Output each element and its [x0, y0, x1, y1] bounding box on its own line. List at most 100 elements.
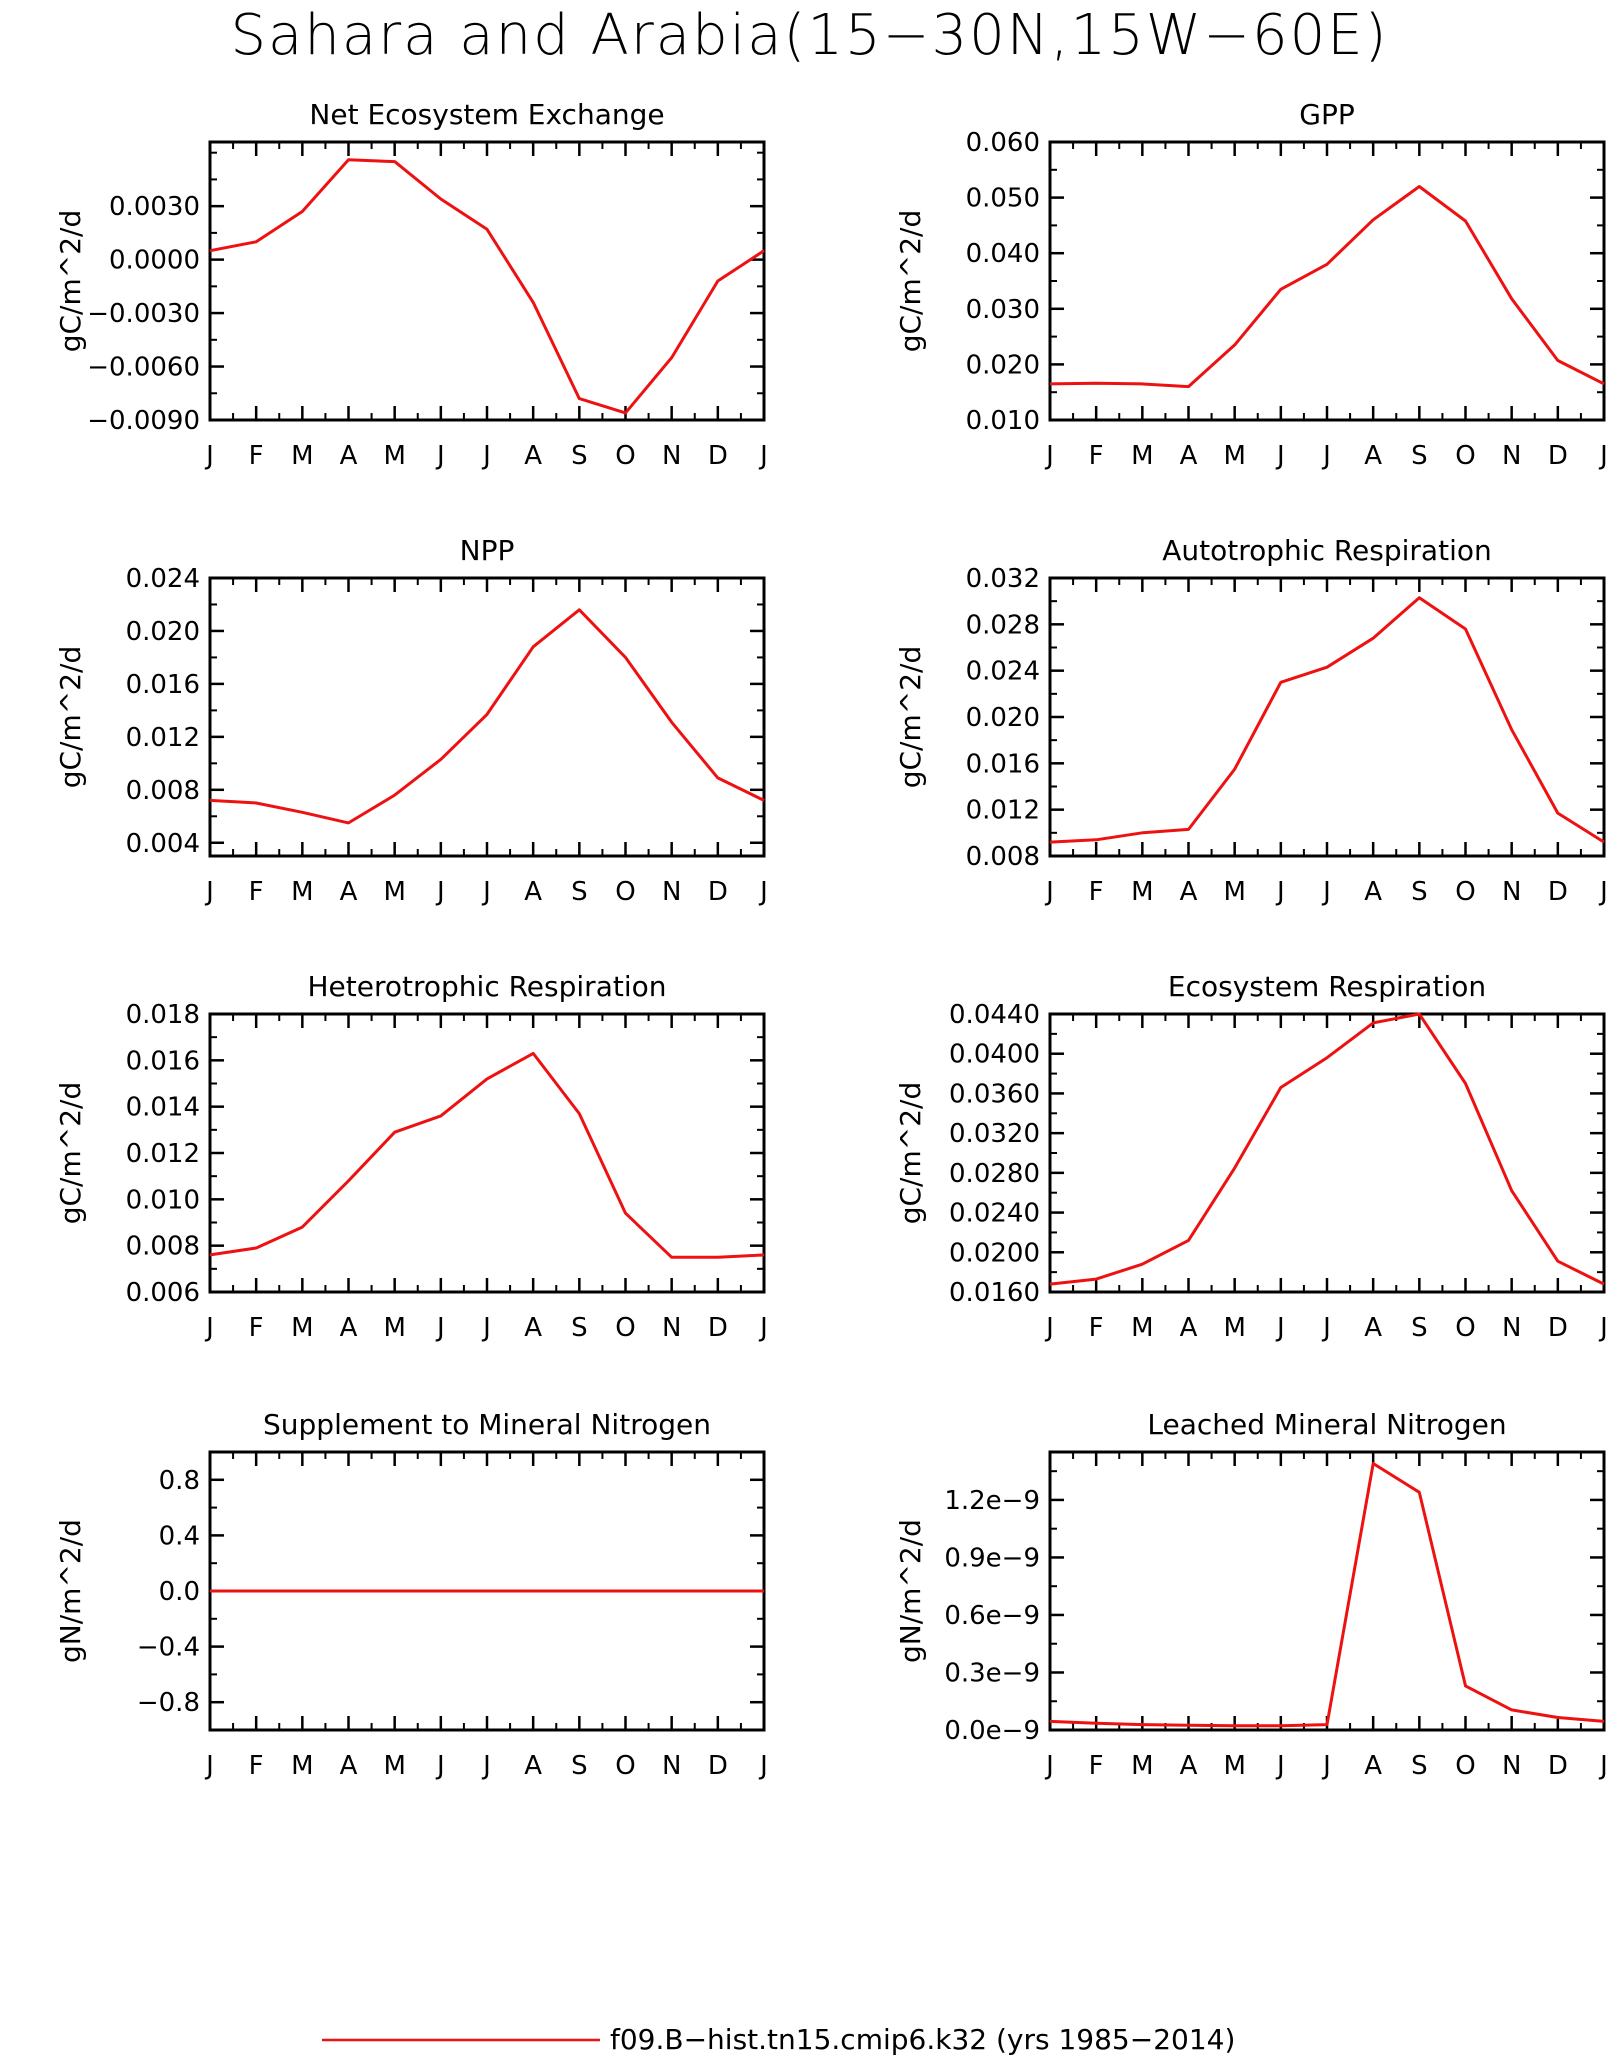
x-tick-label: N — [662, 1751, 681, 1781]
plot-frame — [208, 1012, 766, 1294]
x-tick-label: J — [435, 1313, 445, 1343]
plot-frame — [208, 140, 766, 422]
x-tick-label: N — [1502, 1751, 1521, 1781]
y-axis-label: gN/m^2/d — [894, 1519, 927, 1663]
y-axis-label: gC/m^2/d — [54, 1082, 87, 1225]
x-tick-label: A — [1180, 1313, 1198, 1343]
x-tick-label: J — [204, 877, 214, 907]
x-tick-label: J — [1275, 1313, 1285, 1343]
x-tick-label: J — [1321, 1313, 1331, 1343]
x-tick-label: D — [1548, 1313, 1568, 1343]
y-tick-label: 0.012 — [126, 1139, 200, 1169]
y-tick-label: 0.0030 — [109, 192, 200, 222]
x-tick-label: J — [435, 1751, 445, 1781]
series-line — [209, 1051, 765, 1259]
y-tick-label: 0.008 — [126, 776, 200, 806]
y-tick-label: 0.6e−9 — [944, 1601, 1040, 1631]
y-tick-label: 0.040 — [966, 239, 1040, 269]
y-tick-label: 0.0280 — [949, 1159, 1040, 1189]
y-tick-label: 0.010 — [126, 1185, 200, 1215]
x-tick-label: J — [1275, 1751, 1285, 1781]
y-tick-label: 0.012 — [966, 796, 1040, 826]
y-tick-label: 0.3e−9 — [944, 1658, 1040, 1688]
x-tick-label: F — [1089, 1313, 1104, 1343]
x-tick-label: J — [758, 1751, 768, 1781]
x-tick-label: S — [1411, 1751, 1428, 1781]
series-line — [209, 158, 765, 415]
chart-panels: J F M A M J J A S O N D J−0.0090−0.0060−0.00300.0000… — [54, 98, 1608, 1781]
x-tick-label: D — [708, 1751, 728, 1781]
x-tick-label: J — [1275, 877, 1285, 907]
x-tick-label: A — [1364, 441, 1382, 471]
y-tick-label: 0.012 — [126, 723, 200, 753]
x-tick-label: D — [1548, 877, 1568, 907]
y-tick-label: 0.9e−9 — [944, 1543, 1040, 1573]
y-tick-label: 0.024 — [966, 657, 1040, 687]
y-tick-label: −0.0090 — [87, 406, 200, 436]
chart-title: Net Ecosystem Exchange — [309, 98, 664, 131]
x-tick-label: M — [1131, 877, 1153, 907]
y-tick-label: 0.014 — [126, 1093, 200, 1123]
y-tick-label: −0.0060 — [87, 353, 200, 383]
y-tick-label: 0.028 — [966, 610, 1040, 640]
x-tick-label: A — [1364, 1313, 1382, 1343]
x-tick-label: J — [435, 441, 445, 471]
x-tick-label: D — [1548, 1751, 1568, 1781]
y-tick-label: 0.0240 — [949, 1199, 1040, 1229]
plot-frame — [1048, 140, 1606, 422]
y-tick-label: 0.4 — [159, 1521, 200, 1551]
y-tick-label: 0.0000 — [109, 246, 200, 276]
x-tick-label: S — [1411, 1313, 1428, 1343]
x-tick-label: A — [1180, 1751, 1198, 1781]
x-tick-label: M — [383, 441, 405, 471]
y-tick-label: −0.0030 — [87, 299, 200, 329]
x-tick-label: A — [524, 441, 542, 471]
chart-title: NPP — [460, 534, 515, 567]
chart-panel: J F M A M J J A S O N D J−0.8−0.40.00.40.8Supplement… — [54, 1408, 768, 1781]
x-tick-label: F — [1089, 877, 1104, 907]
chart-panel: J F M A M J J A S O N D J0.0040.0080.0120.0160.0200.… — [54, 534, 768, 907]
x-tick-label: M — [383, 877, 405, 907]
y-tick-label: 0.0360 — [949, 1079, 1040, 1109]
chart-panel: J F M A M J J A S O N D J0.01600.02000.02400.02800.0… — [894, 970, 1608, 1343]
x-tick-label: A — [524, 1313, 542, 1343]
x-tick-label: S — [571, 1751, 588, 1781]
x-tick-label: S — [571, 441, 588, 471]
x-tick-label: D — [1548, 441, 1568, 471]
chart-panel: J F M A M J J A S O N D J0.0e−90.3e−90.6e−90.9e−91.2… — [894, 1408, 1608, 1781]
x-tick-label: J — [758, 1313, 768, 1343]
x-tick-label: A — [1364, 877, 1382, 907]
x-tick-label: O — [615, 1751, 635, 1781]
x-tick-label: M — [383, 1313, 405, 1343]
chart-title: GPP — [1299, 98, 1354, 131]
x-tick-label: J — [204, 441, 214, 471]
x-tick-label: M — [1131, 441, 1153, 471]
x-tick-label: J — [481, 877, 491, 907]
x-tick-label: A — [1364, 1751, 1382, 1781]
chart-panel: J F M A M J J A S O N D J0.0100.0200.0300.0400.0500.… — [894, 98, 1608, 471]
x-tick-label: J — [1598, 441, 1608, 471]
y-tick-label: 0.030 — [966, 295, 1040, 325]
y-axis-label: gN/m^2/d — [54, 1519, 87, 1663]
y-tick-label: 0.008 — [966, 842, 1040, 872]
x-tick-label: M — [383, 1751, 405, 1781]
series-line — [1049, 1012, 1605, 1286]
x-tick-label: S — [1411, 877, 1428, 907]
x-tick-label: J — [1321, 1751, 1331, 1781]
x-tick-label: J — [435, 877, 445, 907]
x-tick-label: S — [571, 877, 588, 907]
y-tick-label: 0.032 — [966, 564, 1040, 594]
x-tick-label: N — [662, 877, 681, 907]
x-tick-label: O — [1455, 441, 1475, 471]
x-tick-label: M — [1223, 1751, 1245, 1781]
x-tick-label: M — [291, 877, 313, 907]
x-tick-label: F — [249, 1313, 264, 1343]
x-tick-label: F — [249, 877, 264, 907]
x-tick-label: F — [1089, 441, 1104, 471]
y-tick-label: 0.060 — [966, 128, 1040, 158]
series-line — [1049, 596, 1605, 844]
y-tick-label: 0.0e−9 — [944, 1716, 1040, 1746]
x-tick-label: M — [291, 441, 313, 471]
y-tick-label: 0.0 — [159, 1577, 200, 1607]
